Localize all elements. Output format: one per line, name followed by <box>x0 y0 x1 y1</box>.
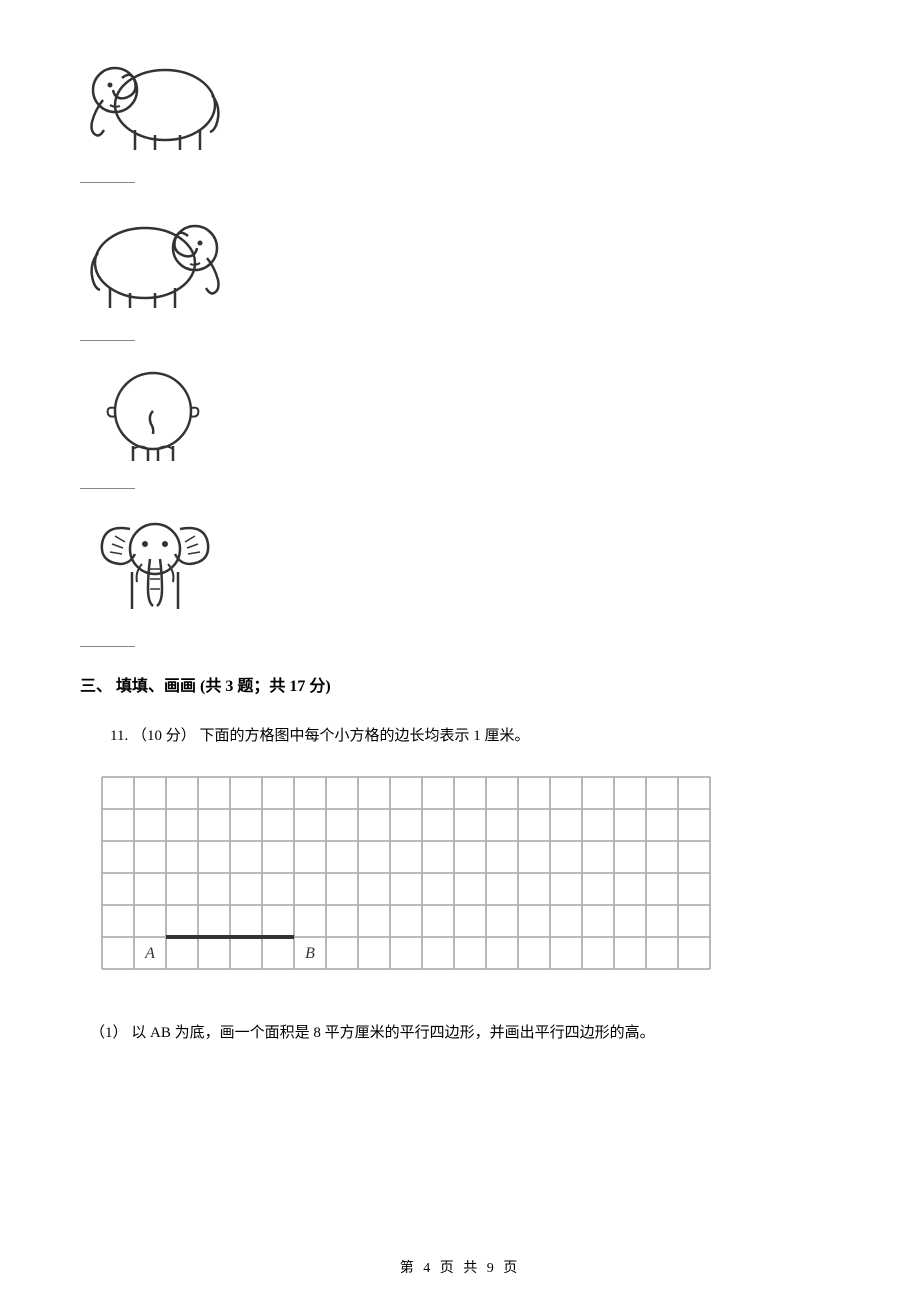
answer-blank-3[interactable] <box>80 488 135 489</box>
grid-svg: AB <box>100 775 712 981</box>
elephant-back-icon <box>98 366 208 466</box>
answer-blank-4[interactable] <box>80 646 135 647</box>
elephant-front-icon <box>90 514 220 624</box>
elephant-front-container <box>80 514 840 647</box>
elephant-back-container <box>80 366 840 489</box>
question-11-sub-1: （1） 以 AB 为底，画一个面积是 8 平方厘米的平行四边形，并画出平行四边形… <box>80 1021 840 1042</box>
svg-text:A: A <box>144 945 155 962</box>
elephant-left-side-container <box>80 50 840 183</box>
section-heading: 三、 填填、画画 (共 3 题；共 17 分) <box>80 672 840 696</box>
elephant-right-side-container <box>80 208 840 341</box>
svg-text:B: B <box>305 945 315 962</box>
page-footer: 第 4 页 共 9 页 <box>0 1257 920 1277</box>
answer-blank-2[interactable] <box>80 340 135 341</box>
grid-figure: AB <box>100 775 840 986</box>
answer-blank-1[interactable] <box>80 182 135 183</box>
question-11-text: 11. （10 分） 下面的方格图中每个小方格的边长均表示 1 厘米。 <box>80 724 840 745</box>
elephant-right-side-icon <box>80 208 230 318</box>
elephant-left-side-icon <box>80 50 230 160</box>
